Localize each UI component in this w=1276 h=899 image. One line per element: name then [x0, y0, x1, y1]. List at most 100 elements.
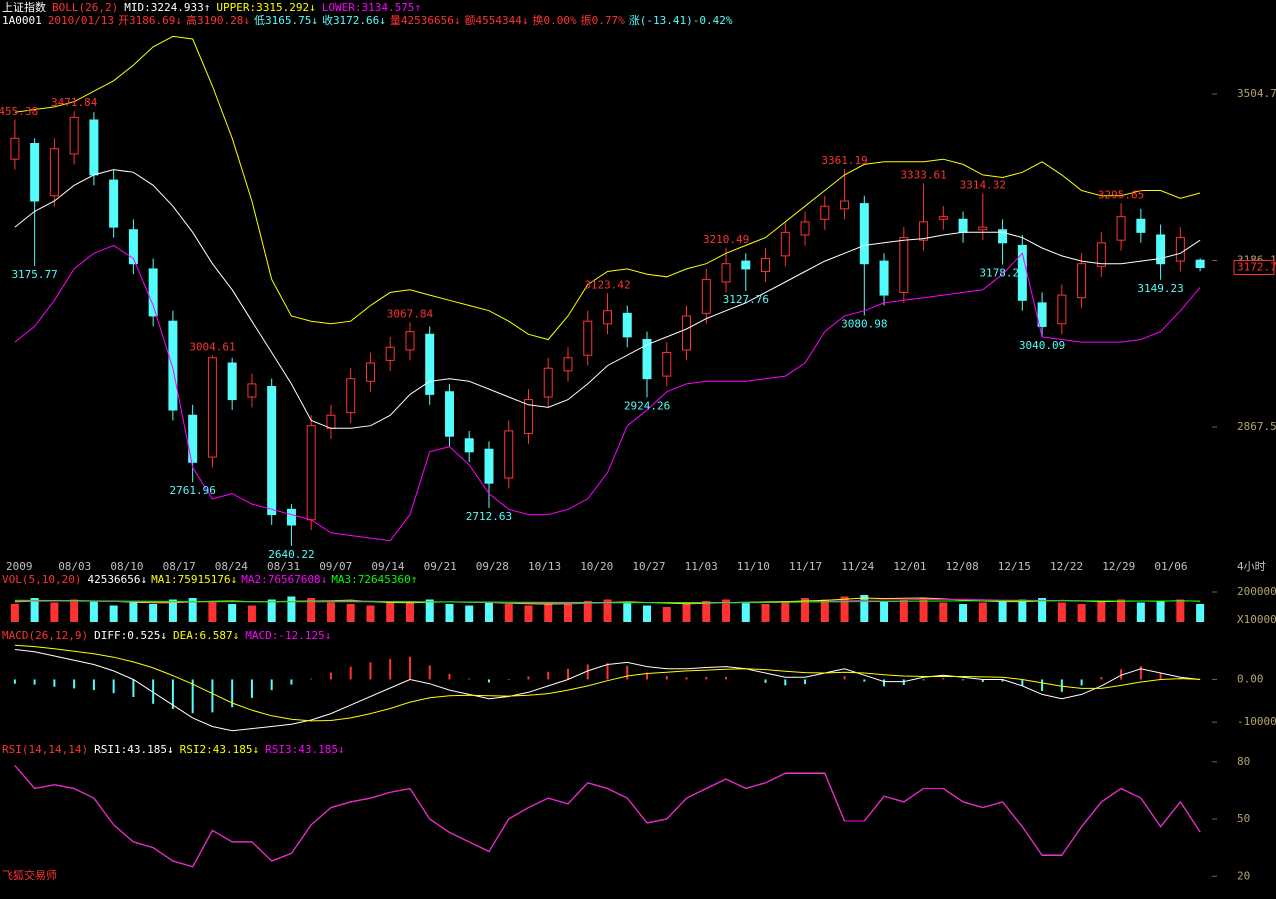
header-line: RSI(14,14,14) RSI1:43.185↓ RSI2:43.185↓ RSI…: [2, 743, 345, 756]
extreme-label: 3123.42: [584, 278, 630, 291]
candle-body: [1156, 234, 1166, 265]
volume-bar: [168, 599, 177, 622]
header-item: 振: [581, 13, 592, 27]
header-item: MA3:: [331, 573, 358, 586]
x-tick-label: 10/13: [528, 560, 561, 573]
candle-body: [622, 312, 632, 338]
volume-bar: [840, 596, 849, 622]
volume-bar: [386, 602, 395, 622]
volume-bar: [10, 604, 19, 622]
volume-bar: [366, 605, 375, 622]
volume-bar: [544, 602, 553, 622]
candle-body: [1136, 218, 1146, 233]
y-tick-label: 20: [1237, 869, 1250, 882]
x-tick-label: 12/01: [893, 560, 926, 573]
header-item: MID:: [124, 1, 151, 14]
extreme-label: 3295.65: [1098, 188, 1144, 201]
x-tick-label: 12/29: [1102, 560, 1135, 573]
last-price-box: [1233, 260, 1275, 276]
header-item: 低: [254, 14, 265, 27]
volume-bar: [346, 604, 355, 622]
volume-bar: [1136, 602, 1145, 622]
header-item: RSI3:: [265, 743, 298, 756]
header-item: 76567608: [268, 573, 321, 586]
header-item: 1A0001: [2, 14, 42, 27]
volume-bar: [1018, 599, 1027, 622]
candle-body: [998, 229, 1008, 244]
x-tick-label: 12/08: [946, 560, 979, 573]
y-tick-label: 2867.5: [1237, 420, 1276, 433]
volume-bar: [326, 602, 335, 622]
volume-bar: [30, 598, 39, 622]
volume-bar: [781, 601, 790, 622]
x-tick-label: 09/07: [319, 560, 352, 573]
header-item: 42536656: [401, 14, 454, 27]
candle-body: [326, 414, 336, 429]
x-tick-label: 10/20: [580, 560, 613, 573]
header-item: 75915176: [178, 573, 231, 586]
volume-bar: [109, 605, 118, 622]
candle-body: [385, 346, 395, 361]
volume-bar: [662, 607, 671, 622]
header-item: 43.185: [127, 743, 167, 756]
candle-body: [978, 226, 988, 231]
header-item: 4554344: [476, 14, 523, 27]
volume-bar: [998, 601, 1007, 622]
volume-bar: [880, 601, 889, 622]
extreme-label: 3004.61: [189, 340, 235, 353]
indicator-line: [14, 644, 1201, 722]
indicator-line: [14, 649, 1201, 732]
extreme-label: 3361.19: [821, 154, 867, 167]
header-item: 3172.66: [333, 14, 379, 27]
volume-bar: [741, 602, 750, 622]
candle-body: [168, 320, 178, 411]
candle-body: [523, 399, 533, 435]
header-item: 3190.28: [197, 14, 243, 27]
header-item: 3186.69: [129, 14, 175, 27]
header-item: 上证指数: [2, 0, 46, 14]
header-item: ↑: [411, 573, 418, 586]
extreme-label: 2924.26: [624, 399, 670, 412]
x-tick-label: 08/03: [58, 560, 91, 573]
volume-bar: [149, 604, 158, 622]
extreme-label: 3455.38: [0, 105, 38, 118]
header-item: ↓: [338, 743, 345, 756]
header-item: 0.525: [127, 629, 160, 642]
volume-bar: [247, 605, 256, 622]
volume-bar: [50, 602, 59, 622]
candle-body: [484, 448, 494, 484]
header-item: ↓: [311, 14, 318, 27]
footer-brand: 飞狐交易师: [2, 868, 57, 882]
y-tick-label: 50: [1237, 812, 1250, 825]
candle-body: [128, 229, 138, 265]
volume-bar: [445, 604, 454, 622]
candle-body: [800, 221, 810, 236]
header-item: 收: [322, 13, 333, 27]
volume-bar: [287, 596, 296, 622]
candle-body: [780, 231, 790, 257]
volume-bar: [702, 601, 711, 622]
candle-body: [69, 116, 79, 155]
header-item: MA2:: [241, 573, 268, 586]
candle-body: [603, 310, 612, 325]
candle-body: [919, 221, 929, 241]
candle-body: [543, 367, 553, 398]
candle-body: [464, 438, 474, 453]
candle-body: [899, 237, 909, 293]
y-tick-label: 80: [1237, 755, 1250, 768]
header-item: 0.77%: [592, 14, 625, 27]
x-tick-label: 12/22: [1050, 560, 1083, 573]
volume-bar: [820, 599, 829, 622]
x-tick-label: 08/10: [110, 560, 143, 573]
header-item: DEA:: [173, 629, 200, 642]
volume-bar: [1077, 604, 1086, 622]
volume-bar: [919, 598, 928, 622]
volume-bar: [959, 604, 968, 622]
header-item: ↓: [454, 14, 461, 27]
header-item: (-13.41)-0.42%: [640, 14, 733, 27]
volume-bar: [1097, 601, 1106, 622]
x-tick-label: 09/14: [371, 560, 404, 573]
header-item: UPPER:: [216, 1, 256, 14]
header-item: BOLL(26,2): [52, 1, 118, 14]
